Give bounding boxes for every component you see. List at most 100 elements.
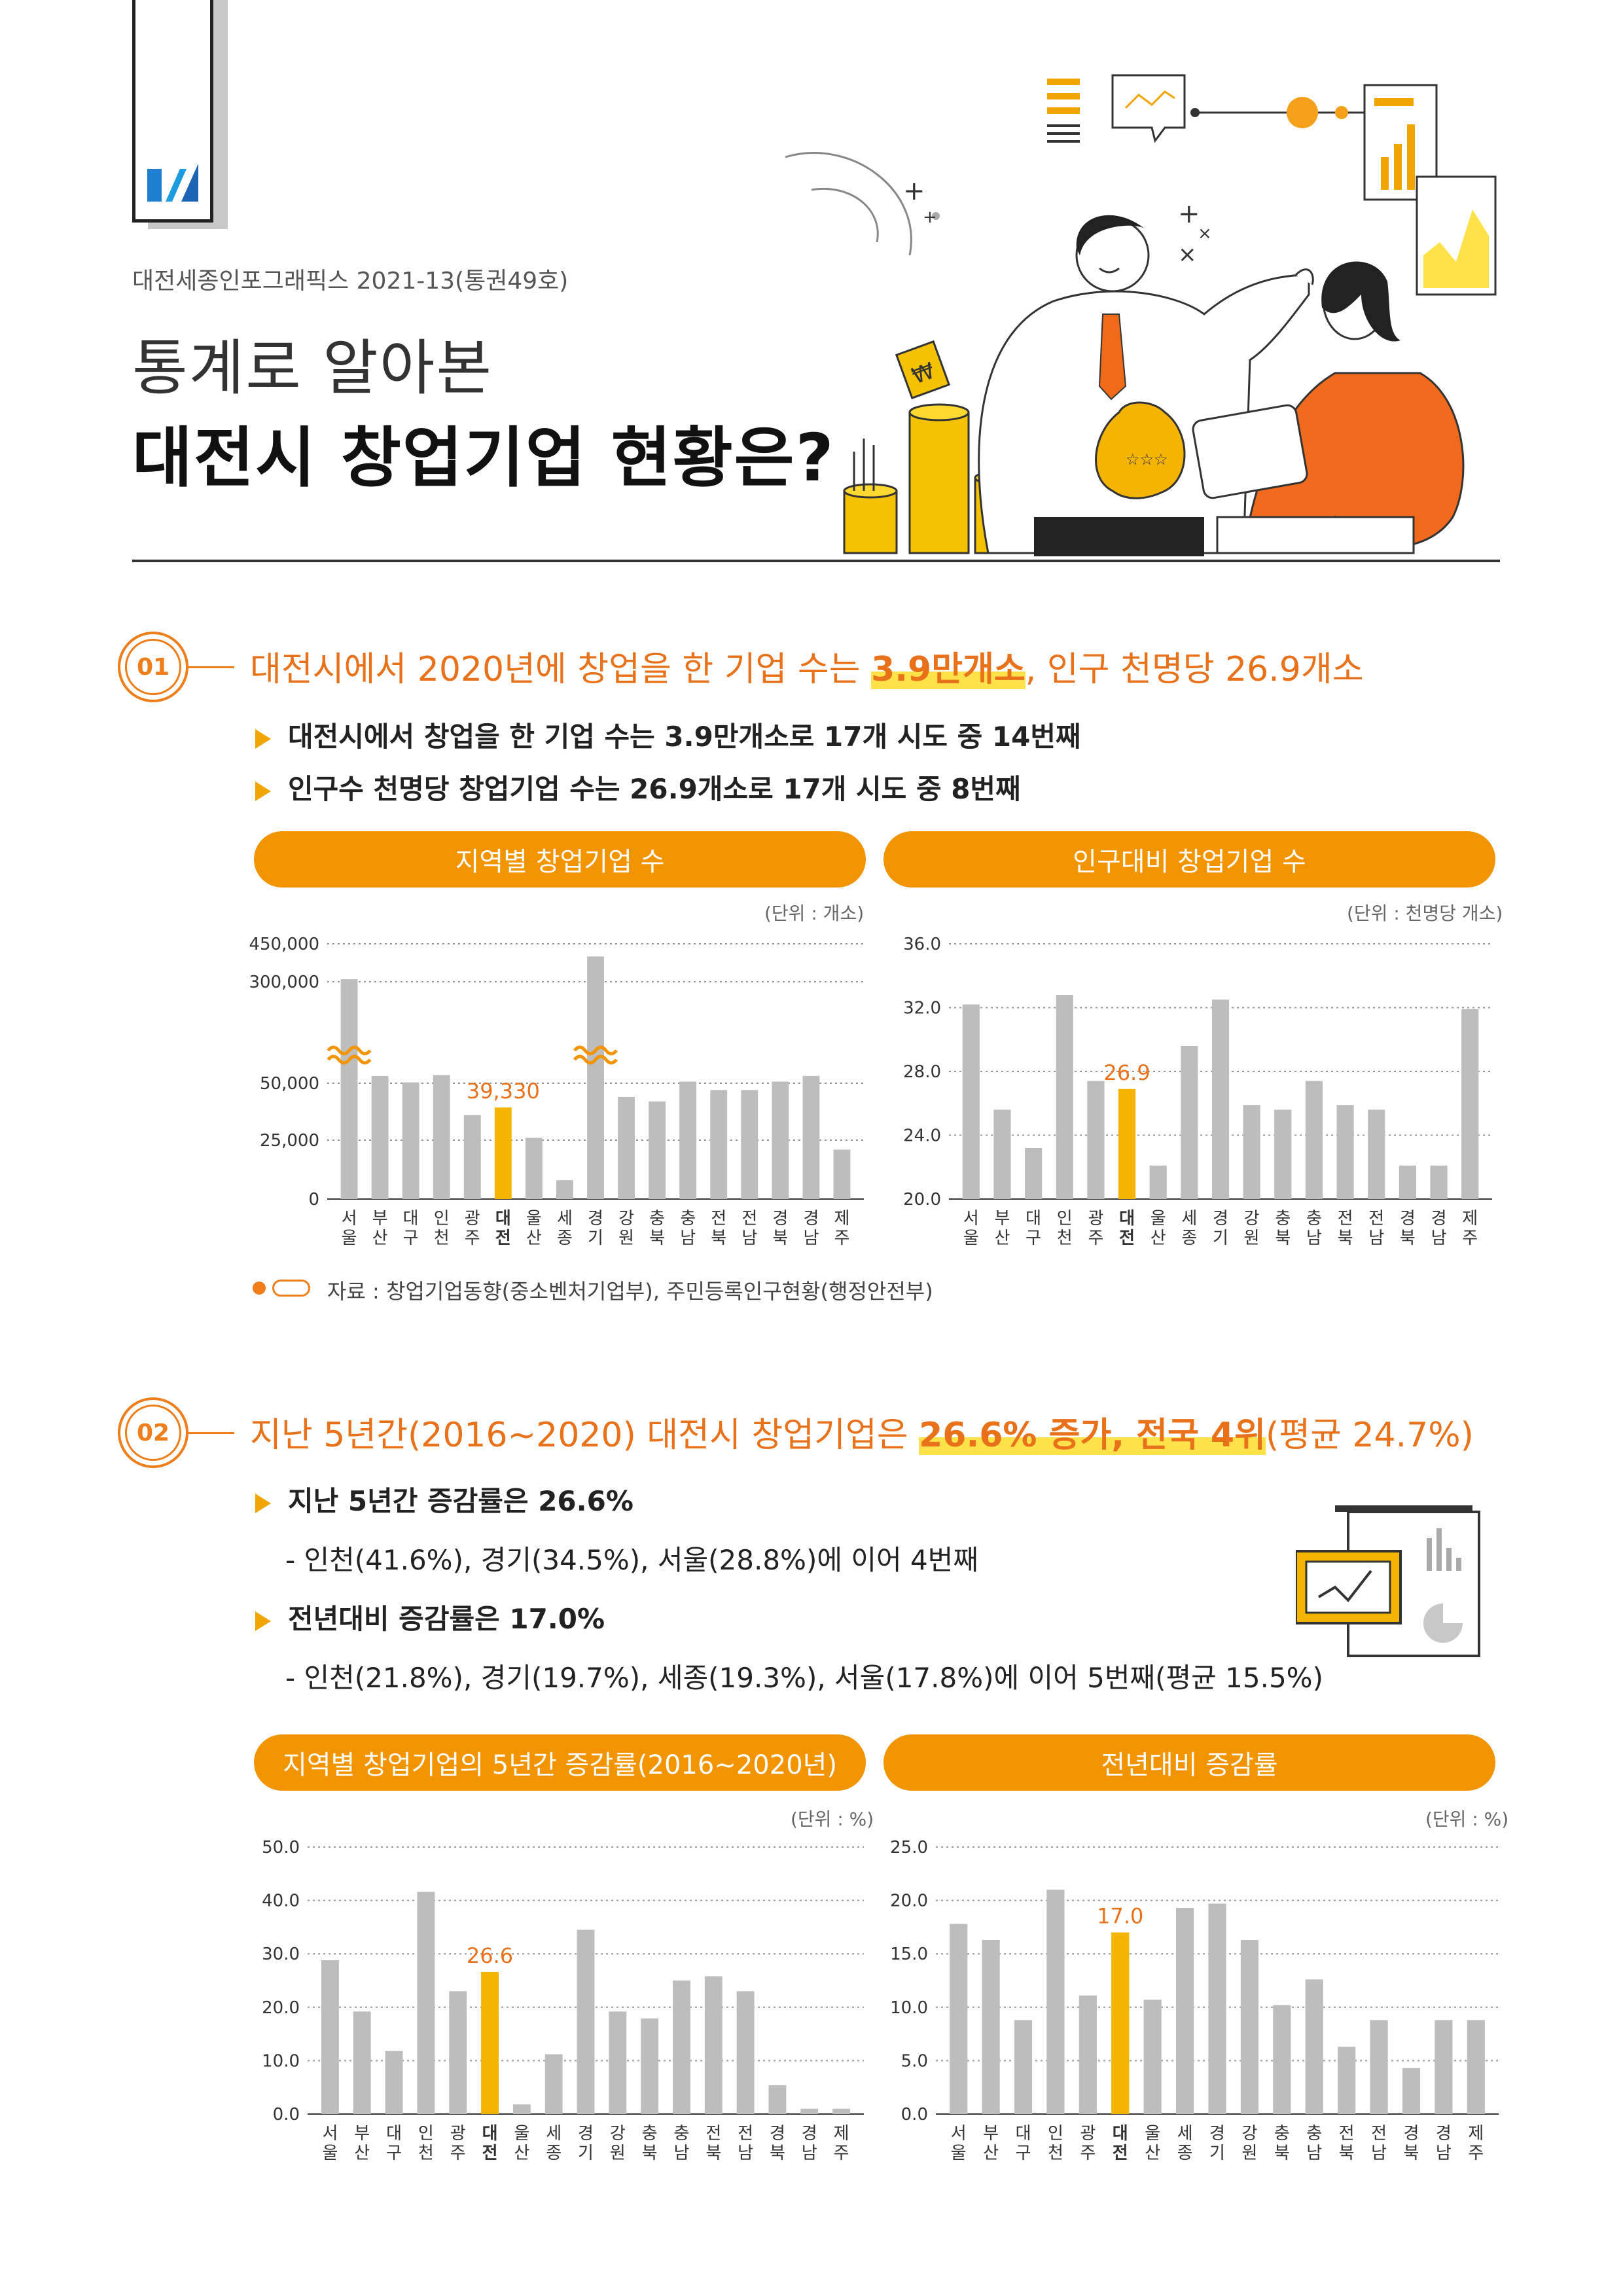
axis-break-icon [327,1054,372,1065]
x-tick-label: 산 [983,2144,999,2163]
y-tick-label: 30.0 [262,1945,300,1964]
bar-광주 [463,1115,481,1199]
presentation-board-icon [1296,1505,1480,1657]
bar-부산 [371,1075,389,1199]
page-title-line1: 통계로 알아본 [132,333,493,403]
section2-number-badge: 02 [118,1397,188,1468]
x-tick-label: 주 [465,1229,480,1248]
x-tick-label: 남 [1368,1229,1384,1248]
x-tick-label: 제 [834,1209,850,1229]
chart2-title: 인구대비 창업기업 수 [883,831,1495,888]
y-tick-label: 10.0 [262,2051,300,2071]
bar-제주 [832,2108,851,2114]
bar-전남 [741,1090,758,1199]
section2-point-2: 전년대비 증감률은 17.0% [255,1597,605,1637]
x-tick-label: 대 [1119,1209,1135,1229]
x-tick-label: 남 [802,2144,817,2163]
bar-서울 [962,1004,980,1199]
bullet-triangle-icon [255,781,271,801]
x-tick-label: 산 [1145,2144,1160,2163]
bar-충북 [649,1101,666,1199]
x-tick-label: 산 [354,2144,370,2163]
section2-point-2-text: 전년대비 증감률은 17.0% [288,1603,605,1635]
bar-경남 [800,2108,819,2114]
x-tick-label: 구 [1026,1229,1041,1248]
source-dot-icon [253,1282,266,1295]
x-tick-label: 경 [578,2124,594,2144]
section1-number-badge: 01 [118,632,188,702]
x-tick-label: 전 [1338,1209,1353,1229]
x-tick-label: 제 [1462,1209,1478,1229]
x-tick-label: 남 [738,2144,753,2163]
x-tick-label: 북 [1275,1229,1291,1248]
bar-울산 [1149,1165,1167,1199]
x-tick-label: 서 [322,2124,338,2144]
x-tick-label: 부 [354,2124,370,2144]
bar-제주 [1461,1009,1479,1199]
y-tick-label: 25,000 [260,1131,319,1151]
x-tick-label: 종 [1181,1229,1197,1248]
bar-전북 [710,1090,728,1199]
x-tick-label: 남 [741,1229,757,1248]
bar-인천 [1056,995,1073,1199]
bar-전북 [1338,2047,1356,2114]
x-tick-label: 대 [1113,2124,1128,2144]
bar-강원 [609,2011,627,2114]
x-tick-label: 경 [1400,1209,1416,1229]
bar-대전 [481,1971,499,2114]
bar-울산 [525,1138,543,1199]
x-tick-label: 전 [1339,2124,1355,2144]
x-tick-label: 광 [450,2124,466,2144]
bar-부산 [982,1939,1000,2114]
x-tick-label: 제 [834,2124,849,2144]
x-tick-label: 종 [546,2144,562,2163]
y-tick-label: 36.0 [903,935,941,954]
bar-세종 [1181,1046,1198,1199]
x-tick-label: 충 [1306,1209,1322,1229]
bar-충북 [1274,1109,1292,1199]
y-tick-label: 40.0 [262,1892,300,1911]
y-tick-label: 50,000 [260,1074,319,1094]
y-tick-label: 450,000 [249,935,319,954]
section2-number: 02 [125,1405,181,1461]
bar-세종 [544,2054,563,2114]
x-tick-label: 경 [1431,1209,1447,1229]
x-tick-label: 종 [557,1229,573,1248]
x-tick-label: 울 [1145,2124,1160,2144]
x-tick-label: 남 [680,1229,696,1248]
x-tick-label: 원 [1244,1229,1260,1248]
page-title-line2: 대전시 창업기업 현황은? [132,420,835,496]
x-tick-label: 천 [1048,2144,1063,2163]
chart4-yoy-growth: 25.020.015.010.05.00.0서울부산대구인천광주대전17.0울산… [890,1838,1499,2163]
bar-충남 [1305,1979,1323,2114]
x-tick-label: 경 [802,2124,817,2144]
y-tick-label: 20.0 [890,1892,928,1911]
x-tick-label: 세 [1181,1209,1197,1229]
x-tick-label: 원 [1241,2144,1257,2163]
x-tick-label: 주 [1462,1229,1478,1248]
x-tick-label: 부 [983,2124,999,2144]
chart1-title: 지역별 창업기업 수 [254,831,866,888]
bar-전남 [1370,2020,1388,2114]
bar-충북 [641,2018,659,2114]
x-tick-label: 울 [963,1229,979,1248]
section1-point-1: 대전시에서 창업을 한 기업 수는 3.9만개소로 17개 시도 중 14번째 [255,715,1081,755]
y-tick-label: 0 [308,1190,319,1210]
x-tick-label: 원 [610,2144,626,2163]
x-tick-label: 북 [1274,2144,1290,2163]
bar-대구 [1025,1148,1043,1199]
x-tick-label: 광 [1080,2124,1096,2144]
y-tick-label: 24.0 [903,1126,941,1146]
bar-충남 [673,1981,690,2114]
chart3-title: 지역별 창업기업의 5년간 증감률(2016~2020년) [254,1734,866,1791]
x-tick-label: 전 [495,1229,511,1248]
bar-충북 [1273,2005,1291,2114]
bar-경북 [1402,2068,1421,2114]
bar-경북 [768,2085,787,2114]
x-tick-label: 천 [434,1229,450,1248]
x-tick-label: 남 [1436,2144,1452,2163]
y-tick-label: 25.0 [890,1838,928,1857]
x-tick-label: 천 [418,2144,434,2163]
y-tick-label: 15.0 [890,1945,928,1964]
bar-인천 [417,1892,435,2114]
